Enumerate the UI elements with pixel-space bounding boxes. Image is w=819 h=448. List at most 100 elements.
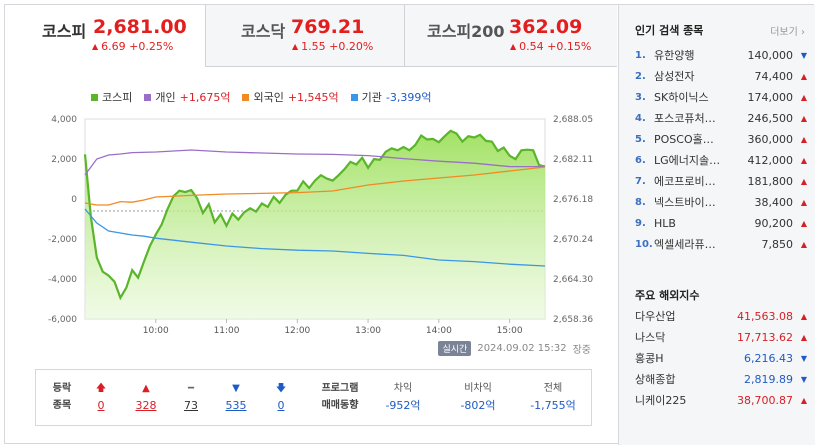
y-right-tick-label: 2,670.24 <box>553 235 593 245</box>
x-tick-label: 15:00 <box>497 326 523 336</box>
y-right-tick-label: 2,664.30 <box>553 275 593 285</box>
index-value: 6,216.43 <box>744 352 793 365</box>
y-left-tick-label: 2,000 <box>51 155 77 165</box>
lower-limit-stat[interactable]: 🡇 0 <box>264 380 298 414</box>
y-left-tick-label: -6,000 <box>48 315 77 325</box>
x-tick-label: 12:00 <box>284 326 310 336</box>
index-item[interactable]: 니케이225 38,700.87 ▲ <box>635 390 807 411</box>
more-link[interactable]: 더보기 › <box>770 27 805 38</box>
popular-item[interactable]: 3. SK하이닉스 174,000 ▲ <box>635 87 807 108</box>
foreign-swatch <box>242 93 250 101</box>
y-left-tick-label: -4,000 <box>48 275 77 285</box>
popular-item[interactable]: 10. 엑셀세라퓨… 7,850 ▲ <box>635 234 807 255</box>
stock-name: 삼성전자 <box>654 70 695 83</box>
index-value: 38,700.87 <box>737 394 793 407</box>
popular-item[interactable]: 4. 포스코퓨처… 246,500 ▲ <box>635 108 807 129</box>
rank: 10. <box>635 239 653 250</box>
up-arrow-icon: ▲ <box>800 93 807 102</box>
popular-item[interactable]: 7. 에코프로비… 181,800 ▲ <box>635 171 807 192</box>
program-arbitrage: 차익 -952억 <box>385 383 421 412</box>
index-item[interactable]: 홍콩H 6,216.43 ▼ <box>635 348 807 369</box>
lower-limit-arrow-icon: 🡇 <box>275 383 287 394</box>
up-arrow-icon: ▲ <box>800 396 807 405</box>
advance-decline-label: 등락 종목 <box>52 383 72 411</box>
stock-price: 90,200 <box>754 217 794 230</box>
popular-item[interactable]: 9. HLB 90,200 ▲ <box>635 213 807 234</box>
stock-price: 74,400 <box>754 70 794 83</box>
tab-kospi-change: ▲ 6.69 +0.25% <box>92 40 174 53</box>
legend-kospi: 코스피 <box>91 89 132 105</box>
index-name: 상해종합 <box>635 373 676 386</box>
y-left-tick-label: -2,000 <box>48 235 77 245</box>
kospi-line <box>83 129 546 301</box>
up-arrow-icon: ▲ <box>800 135 807 144</box>
index-item[interactable]: 상해종합 2,819.89 ▼ <box>635 369 807 390</box>
chart-legend: 코스피 개인 +1,675억 외국인 +1,545억 기관 -3,399억 <box>91 89 432 105</box>
up-arrow-icon: ▲ <box>800 156 807 165</box>
stock-price: 7,850 <box>761 238 794 251</box>
tab-kospi-value: 2,681.00 <box>93 16 187 38</box>
popular-item[interactable]: 2. 삼성전자 74,400 ▲ <box>635 66 807 87</box>
main-panel: 코스피 2,681.00 ▲ 6.69 +0.25% 코스닥 769.21 ▲ 1.… <box>5 5 617 445</box>
popular-item[interactable]: 8. 넥스트바이… 38,400 ▲ <box>635 192 807 213</box>
stock-price: 246,500 <box>747 112 794 125</box>
program-non-arbitrage: 비차익 -802억 <box>460 383 496 412</box>
index-list: 다우산업 41,563.08 ▲ 나스닥 17,713.62 ▲ 홍콩H 6,216.43 ▼ 상… <box>635 306 807 411</box>
tab-kosdaq[interactable]: 코스닥 769.21 ▲ 1.55 +0.20% <box>205 5 404 67</box>
rank: 6. <box>635 155 646 166</box>
kospi-area <box>85 130 545 319</box>
index-title: 주요 해외지수 <box>635 289 700 302</box>
tab-kospi200-value: 362.09 <box>509 16 583 38</box>
program-total: 전체 -1,755억 <box>530 383 576 412</box>
popular-item[interactable]: 5. POSCO홀… 360,000 ▲ <box>635 129 807 150</box>
unchanged-stat[interactable]: ━ 73 <box>172 380 210 414</box>
intraday-chart: 4,000 2,000 0 -2,000 -4,000 -6,000 2,688.05 2,6… <box>48 115 593 336</box>
index-item[interactable]: 나스닥 17,713.62 ▲ <box>635 327 807 348</box>
stock-name: SK하이닉스 <box>654 91 709 104</box>
tab-kosdaq-name: 코스닥 <box>241 22 286 41</box>
down-arrow-icon: ▼ <box>800 375 807 384</box>
tab-kospi200[interactable]: 코스피200 362.09 ▲ 0.54 +0.15% <box>404 5 617 67</box>
timestamp: 2024.09.02 15:32 <box>477 343 567 354</box>
fall-stat[interactable]: ▼ 535 <box>216 380 256 414</box>
stock-price: 140,000 <box>747 49 794 62</box>
realtime-badge[interactable]: 실시간 <box>438 341 472 356</box>
x-tick-label: 10:00 <box>143 326 169 336</box>
rise-stat[interactable]: ▲ 328 <box>126 380 166 414</box>
legend-individual: 개인 +1,675억 <box>144 89 230 105</box>
stock-name: 유한양행 <box>654 49 695 62</box>
x-tick-label: 11:00 <box>214 326 240 336</box>
x-tick-label: 13:00 <box>355 326 381 336</box>
down-arrow-icon: ▼ <box>800 51 807 60</box>
sidebar: 인기 검색 종목 더보기 › 1. 유한양행 140,000 ▼ 2. 삼성전자 74,40… <box>618 5 815 445</box>
tab-kosdaq-change: ▲ 1.55 +0.20% <box>292 40 374 53</box>
program-trading-label: 프로그램 매매동향 <box>321 383 359 411</box>
rank: 5. <box>635 134 646 145</box>
rank: 7. <box>635 176 646 187</box>
stock-price: 360,000 <box>747 133 794 146</box>
index-item[interactable]: 다우산업 41,563.08 ▲ <box>635 306 807 327</box>
popular-item[interactable]: 6. LG에너지솔… 412,000 ▲ <box>635 150 807 171</box>
y-left-tick-label: 0 <box>71 195 77 205</box>
down-arrow-icon: ▼ <box>800 354 807 363</box>
stock-price: 174,000 <box>747 91 794 104</box>
rank: 1. <box>635 50 646 61</box>
up-arrow-icon: ▲ <box>800 114 807 123</box>
legend-foreign: 외국인 +1,545억 <box>242 89 339 105</box>
tab-kosdaq-value: 769.21 <box>291 16 365 38</box>
y-right-tick-label: 2,658.36 <box>553 315 593 325</box>
stock-name: 에코프로비… <box>654 175 716 188</box>
unchanged-dash-icon: ━ <box>187 383 195 394</box>
legend-institution: 기관 -3,399억 <box>350 89 432 105</box>
popular-item[interactable]: 1. 유한양행 140,000 ▼ <box>635 45 807 66</box>
market-stats: 등락 종목 🡅 0 ▲ 328 ━ 73 ▼ 535 🡇 0 <box>35 369 592 426</box>
upper-limit-stat[interactable]: 🡅 0 <box>84 380 118 414</box>
up-arrow-icon: ▲ <box>292 42 299 51</box>
tab-kospi[interactable]: 코스피 2,681.00 ▲ 6.69 +0.25% <box>5 5 205 67</box>
institution-line <box>84 208 546 267</box>
stock-name: POSCO홀… <box>654 133 714 146</box>
index-name: 니케이225 <box>635 394 687 407</box>
chevron-right-icon: › <box>797 27 805 38</box>
market-widget: 코스피 2,681.00 ▲ 6.69 +0.25% 코스닥 769.21 ▲ 1.… <box>4 4 815 445</box>
stock-price: 412,000 <box>747 154 794 167</box>
